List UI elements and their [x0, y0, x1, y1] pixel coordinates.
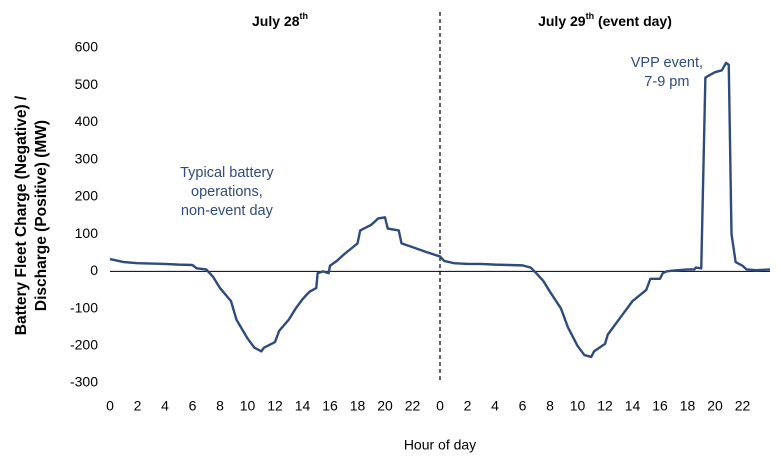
y-axis-label-line: Discharge (Positive) (MW) [33, 120, 50, 311]
x-tick-label: 16 [322, 398, 338, 414]
annotation: Typical battery operations, non-event day [180, 165, 274, 219]
y-tick-label: 600 [75, 39, 99, 55]
annotation-line: 7-9 pm [644, 74, 689, 90]
x-tick-label: 12 [267, 398, 283, 414]
x-tick-label: 6 [519, 398, 527, 414]
y-tick-label: 0 [90, 262, 98, 278]
x-axis-label: Hour of day [404, 437, 476, 453]
x-tick-label: 0 [106, 398, 114, 414]
x-tick-label: 12 [597, 398, 613, 414]
x-tick-label: 8 [546, 398, 554, 414]
y-tick-label: -200 [70, 336, 98, 352]
x-tick-label: 4 [491, 398, 499, 414]
series-line [109, 61, 771, 359]
x-tick-label: 22 [405, 398, 421, 414]
x-tick-label: 8 [216, 398, 224, 414]
y-tick-label: 500 [75, 76, 99, 92]
y-tick-label: 400 [75, 113, 99, 129]
x-tick-label: 2 [464, 398, 472, 414]
panel-header: July 29th (event day) [538, 11, 672, 28]
x-tick-label: 18 [680, 398, 696, 414]
x-tick-label: 2 [134, 398, 142, 414]
header-text: July 29 [538, 13, 586, 29]
annotation-line: VPP event, [631, 55, 703, 71]
x-tick-label: 18 [350, 398, 366, 414]
y-tick-label: -300 [70, 374, 98, 390]
x-tick-label: 6 [189, 398, 197, 414]
header-text: July 28 [252, 13, 300, 29]
header-suffix: (event day) [594, 13, 672, 29]
x-tick-label: 16 [652, 398, 668, 414]
annotation-line: Typical battery [180, 165, 274, 181]
y-axis-label-line: Battery Fleet Charge (Negative) / [13, 95, 30, 335]
y-tick-label: 100 [75, 225, 99, 241]
y-tick-label: 300 [75, 150, 99, 166]
y-axis-label: Battery Fleet Charge (Negative) / Dischar… [13, 95, 50, 335]
panel-header: July 28th [252, 11, 308, 28]
x-tick-label: 0 [436, 398, 444, 414]
header-sup: th [586, 11, 595, 21]
x-tick-label: 20 [707, 398, 723, 414]
y-tick-label: 200 [75, 188, 99, 204]
header-sup: th [299, 11, 308, 21]
annotation: VPP event, 7-9 pm [631, 55, 703, 90]
x-tick-label: 4 [161, 398, 169, 414]
x-tick-label: 14 [295, 398, 311, 414]
annotation-line: operations, [191, 184, 263, 200]
annotation-line: non-event day [181, 203, 274, 219]
x-tick-label: 10 [570, 398, 586, 414]
x-tick-label: 20 [377, 398, 393, 414]
y-tick-label: -100 [70, 299, 98, 315]
x-tick-label: 10 [240, 398, 256, 414]
x-tick-label: 22 [735, 398, 751, 414]
x-tick-label: 14 [625, 398, 641, 414]
